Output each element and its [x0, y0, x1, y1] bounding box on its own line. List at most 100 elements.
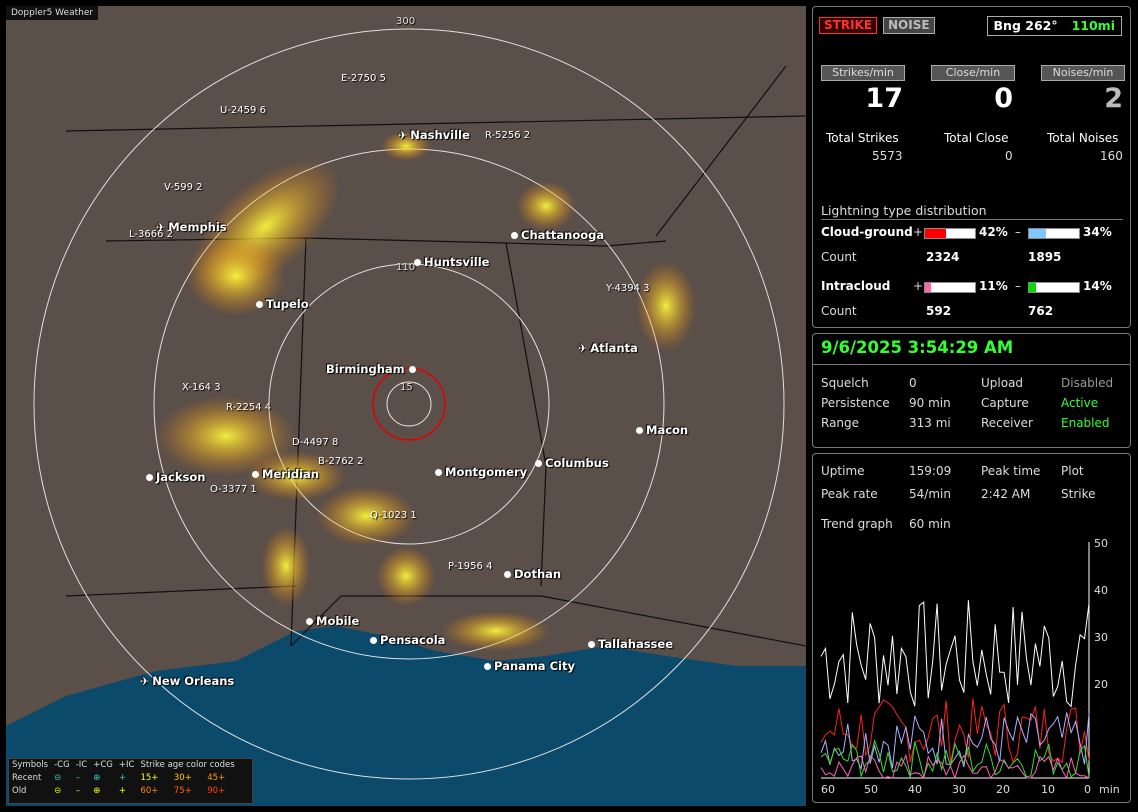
- city-chattanooga: Chattanooga: [511, 228, 604, 242]
- city-dot-icon: [636, 427, 643, 434]
- close-per-min-value: 0: [994, 83, 1013, 114]
- peak-time-value: 2:42 AM: [981, 487, 1031, 501]
- symbol-legend: Symbols -CG -IC +CG +IC Strike age color…: [8, 758, 253, 804]
- total-noises-value: 160: [1100, 149, 1123, 163]
- storm-label[interactable]: R-5256 2: [485, 130, 531, 141]
- peak-rate-label: Peak rate: [821, 487, 878, 501]
- city-dot-icon: [511, 232, 518, 239]
- storm-label[interactable]: U-2459 6: [220, 105, 266, 116]
- trend-line: [820, 753, 1090, 780]
- distribution-title: Lightning type distribution: [821, 203, 987, 218]
- neg-ic-icon: –: [75, 773, 80, 783]
- city-meridian: Meridian: [252, 467, 319, 481]
- city-dot-icon: [256, 301, 263, 308]
- range-label-110: 110: [396, 262, 416, 273]
- uptime-value: 159:09: [909, 464, 952, 478]
- neg-cg-icon: ⊝: [54, 773, 62, 783]
- strike-stats-panel: STRIKE NOISE Bng 262° 110mi Strikes/min C…: [812, 6, 1131, 328]
- plot-label: Plot: [1061, 464, 1084, 478]
- storm-label[interactable]: R-2254 4: [226, 402, 272, 413]
- bearing-readout: Bng 262° 110mi: [986, 16, 1122, 36]
- storm-label[interactable]: Q-1023 1: [370, 510, 417, 521]
- pos-cg-icon: ⊕: [93, 773, 101, 783]
- city-pensacola: Pensacola: [370, 633, 445, 647]
- total-close-label: Total Close: [944, 131, 1009, 145]
- city-dot-icon: [414, 259, 421, 266]
- airport-icon: ✈: [578, 342, 588, 355]
- city-jackson: Jackson: [146, 470, 205, 484]
- trend-line: [820, 712, 1090, 771]
- persistence-value: 90 min: [909, 396, 951, 410]
- storm-label[interactable]: E-2750 5: [341, 73, 386, 84]
- x-tick-label: 50: [864, 783, 878, 796]
- storm-label[interactable]: X-164 3: [182, 382, 221, 393]
- storm-label[interactable]: B-2762 2: [318, 456, 364, 467]
- cg-count-label: Count: [821, 250, 857, 264]
- y-tick-label: 50: [1094, 537, 1108, 550]
- storm-label[interactable]: L-3666 2: [129, 229, 174, 240]
- map-canvas: [6, 28, 806, 806]
- city-montgomery: Montgomery: [435, 465, 527, 479]
- city-macon: Macon: [636, 423, 688, 437]
- airport-icon: ✈: [140, 675, 150, 688]
- city-huntsville: Huntsville: [414, 255, 489, 269]
- noises-per-min-label: Noises/min: [1041, 65, 1125, 81]
- trend-line: [820, 738, 1090, 779]
- ic-positive-bar: [924, 282, 976, 293]
- city-dot-icon: [535, 460, 542, 467]
- cg-positive-count: 2324: [926, 250, 960, 264]
- squelch-value: 0: [909, 376, 917, 390]
- y-tick-label: 20: [1094, 678, 1108, 691]
- divider: [813, 364, 1130, 365]
- noise-mode-button[interactable]: NOISE: [883, 17, 935, 34]
- range-label: Range: [821, 416, 860, 430]
- city-dot-icon: [146, 474, 153, 481]
- y-tick-label: 30: [1094, 631, 1108, 644]
- pos-ic-icon: +: [118, 786, 126, 796]
- city-dot-icon: [370, 637, 377, 644]
- city-nashville: ✈ Nashville: [398, 128, 470, 142]
- ic-positive-pct: 11%: [979, 279, 1008, 293]
- x-unit-label: min: [1099, 783, 1120, 796]
- x-tick-label: 60: [821, 783, 835, 796]
- uptime-label: Uptime: [821, 464, 865, 478]
- receiver-label: Receiver: [981, 416, 1033, 430]
- total-strikes-value: 5573: [872, 149, 903, 163]
- strikes-per-min-value: 17: [865, 83, 903, 114]
- y-tick-label: 40: [1094, 584, 1108, 597]
- total-close-value: 0: [1005, 149, 1013, 163]
- city-tallahassee: Tallahassee: [588, 637, 673, 651]
- storm-label[interactable]: P-1956 4: [448, 561, 493, 572]
- total-noises-label: Total Noises: [1047, 131, 1119, 145]
- pos-cg-icon: ⊕: [93, 786, 101, 796]
- peak-time-label: Peak time: [981, 464, 1041, 478]
- upload-value: Disabled: [1061, 376, 1114, 390]
- city-tupelo: Tupelo: [256, 297, 309, 311]
- persistence-label: Persistence: [821, 396, 890, 410]
- intracloud-label: Intracloud: [821, 279, 891, 293]
- lightning-map[interactable]: Doppler5 Weather 300 110 15 ✈ Nashville ✈…: [6, 6, 806, 806]
- trend-graph: 50 40 30 20 60 50 40 30 20 10 0 min: [820, 537, 1120, 796]
- strikes-per-min-label: Strikes/min: [821, 65, 905, 81]
- city-mobile: Mobile: [306, 614, 359, 628]
- storm-label[interactable]: D-4497 8: [292, 437, 339, 448]
- capture-value: Active: [1061, 396, 1099, 410]
- airport-icon: ✈: [398, 129, 408, 142]
- city-dot-icon: [435, 469, 442, 476]
- status-panel: 9/6/2025 3:54:29 AM Squelch 0 Upload Dis…: [812, 333, 1131, 448]
- strike-mode-button[interactable]: STRIKE: [819, 17, 878, 34]
- close-per-min-label: Close/min: [931, 65, 1015, 81]
- neg-cg-icon: ⊝: [54, 786, 62, 796]
- trend-panel: Uptime 159:09 Peak time 2:42 AM Plot Str…: [812, 453, 1131, 803]
- plot-value[interactable]: Strike: [1061, 487, 1096, 501]
- range-value: 313 mi: [909, 416, 951, 430]
- total-strikes-label: Total Strikes: [826, 131, 899, 145]
- ic-count-label: Count: [821, 304, 857, 318]
- storm-label[interactable]: O-3377 1: [210, 484, 257, 495]
- storm-label[interactable]: Y-4394 3: [606, 283, 650, 294]
- peak-rate-value: 54/min: [909, 487, 951, 501]
- close-range-ring: [372, 367, 446, 441]
- city-dot-icon: [588, 641, 595, 648]
- storm-label[interactable]: V-599 2: [164, 182, 203, 193]
- state-borders: [65, 65, 806, 647]
